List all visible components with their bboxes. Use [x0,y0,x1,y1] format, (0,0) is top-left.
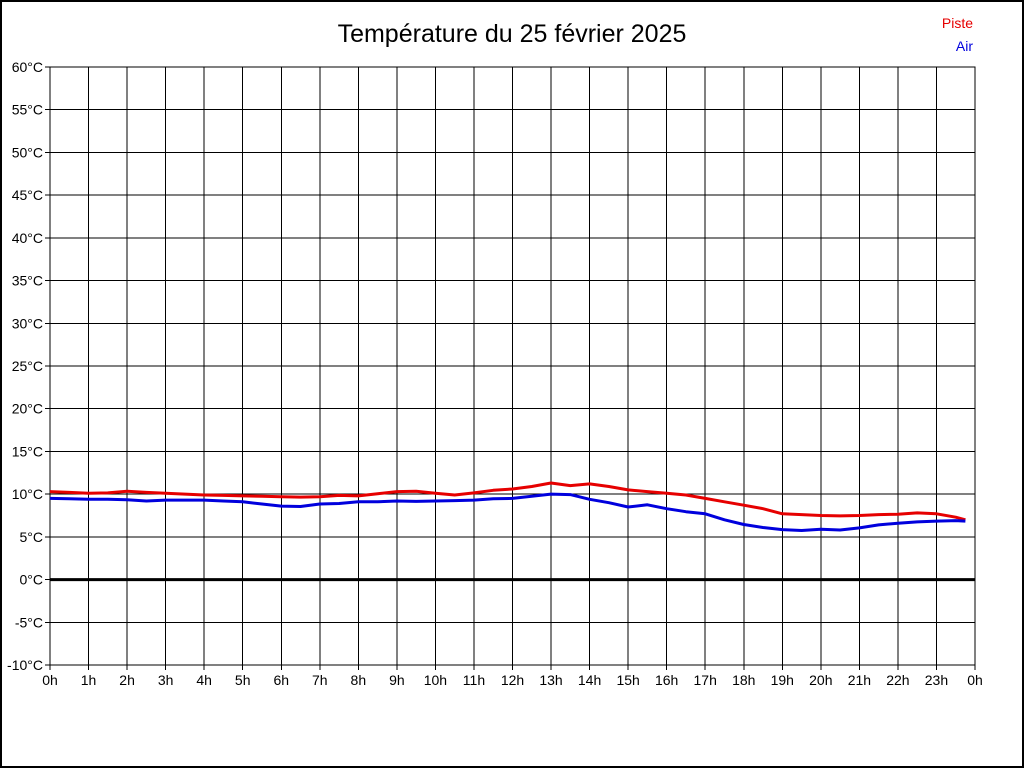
x-tick-label: 13h [539,672,562,688]
x-tick-label: 21h [848,672,871,688]
x-tick-label: 19h [771,672,794,688]
y-tick-label: 45°C [12,187,43,203]
y-tick-label: -10°C [7,657,43,673]
x-tick-label: 6h [273,672,289,688]
x-tick-label: 4h [196,672,212,688]
y-tick-label: -5°C [15,614,43,630]
x-tick-label: 14h [578,672,601,688]
x-tick-label: 17h [694,672,717,688]
x-tick-label: 0h [42,672,58,688]
y-tick-label: 20°C [12,401,43,417]
series-line-piste [49,481,966,522]
legend-label-air: Air [955,38,973,54]
y-tick-label: 10°C [12,486,43,502]
x-tick-label: 3h [158,672,174,688]
y-tick-label: 5°C [20,529,44,545]
x-tick-label: 20h [809,672,832,688]
x-tick-label: 15h [616,672,639,688]
y-tick-label: 55°C [12,102,43,118]
x-tick-label: 23h [925,672,948,688]
x-tick-label: 12h [501,672,524,688]
legend-item-air: Air [942,35,973,58]
y-tick-label: 40°C [12,230,43,246]
x-tick-label: 11h [463,672,485,688]
x-tick-label: 10h [424,672,447,688]
y-tick-label: 35°C [12,273,43,289]
legend-label-piste: Piste [941,15,973,31]
plot-border [49,66,976,666]
x-tick-label: 7h [312,672,328,688]
y-tick-label: 15°C [12,443,43,459]
y-tick-label: 25°C [12,358,43,374]
series-line-air [49,492,966,532]
x-tick-label: 2h [119,672,135,688]
x-tick-label: 16h [655,672,678,688]
x-tick-label: 22h [886,672,909,688]
y-tick-label: 50°C [12,144,43,160]
chart-title: Température du 25 février 2025 [337,20,687,48]
y-tick-label: 30°C [12,315,43,331]
chart-legend: Piste Air [942,12,973,58]
x-tick-label: 5h [235,672,251,688]
x-tick-label: 1h [81,672,97,688]
x-tick-label: 8h [351,672,367,688]
x-tick-label: 9h [389,672,405,688]
y-tick-label: 60°C [12,59,43,75]
legend-item-piste: Piste [942,12,973,35]
x-tick-label: 0h [967,672,983,688]
y-tick-label: 0°C [20,572,44,588]
x-tick-label: 18h [732,672,755,688]
